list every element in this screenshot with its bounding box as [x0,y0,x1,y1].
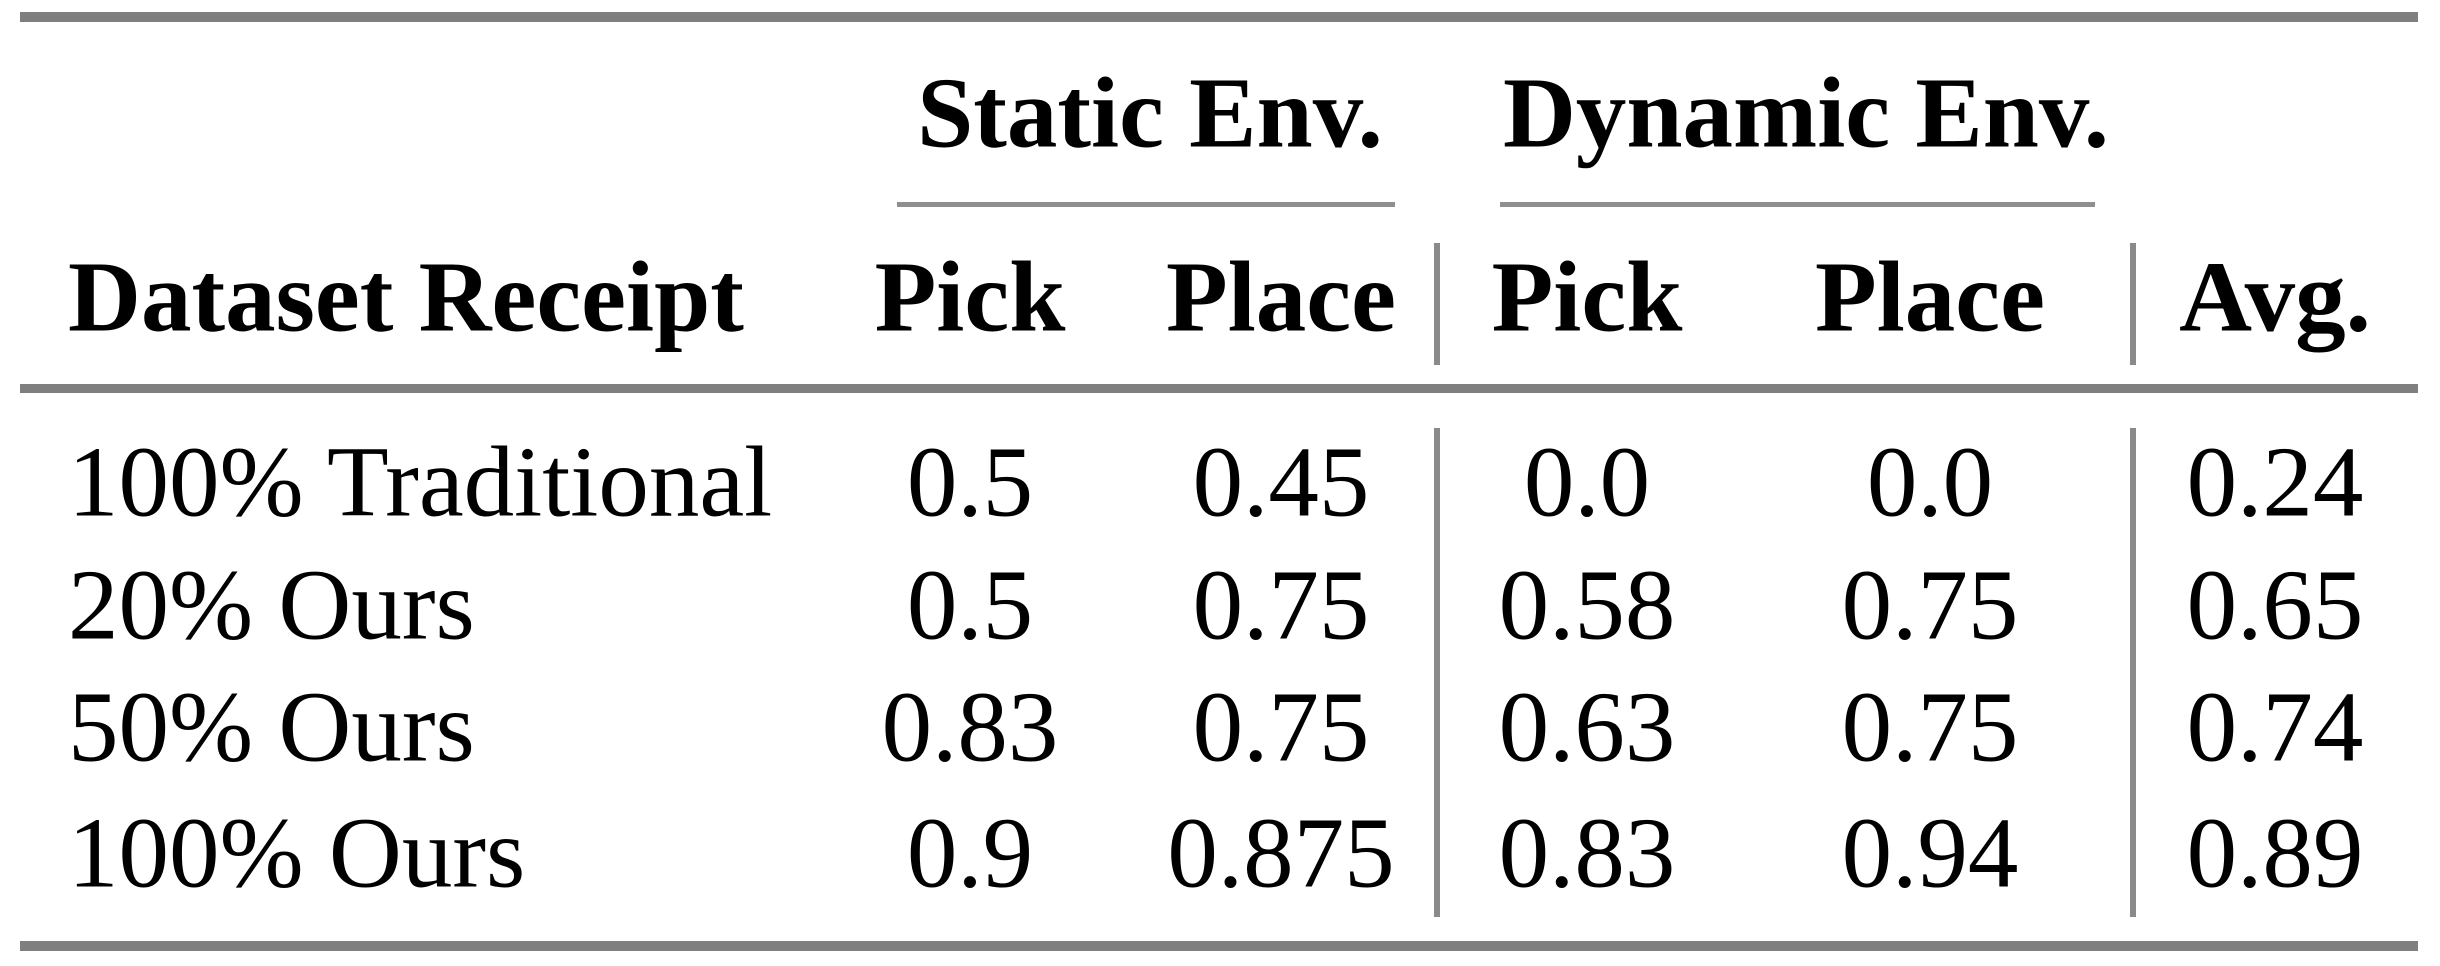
col-header-static-pick: Pick [874,240,1066,353]
cell-avg: 0.65 [2186,548,2364,661]
vertical-rule-1-header [1434,243,1440,365]
cell-dynamic-pick: 0.0 [1523,425,1651,538]
group-header-static-env: Static Env. [917,56,1383,169]
table-bottom-rule [20,941,2418,951]
col-header-dynamic-place: Place [1815,240,2045,353]
cell-dynamic-place: 0.75 [1841,548,2019,661]
cell-static-place: 0.875 [1167,796,1395,909]
row-label: 100% Traditional [68,425,773,538]
cell-static-pick: 0.9 [906,796,1034,909]
cell-static-place: 0.75 [1192,670,1370,783]
cmidrule-dynamic-env [1500,202,2095,207]
cell-static-pick: 0.83 [881,670,1059,783]
col-header-dataset-receipt: Dataset Receipt [68,240,744,353]
col-header-avg: Avg. [2179,240,2371,353]
cell-dynamic-place: 0.75 [1841,670,2019,783]
cell-static-place: 0.45 [1192,425,1370,538]
vertical-rule-2-header [2130,243,2136,365]
table-mid-rule [20,384,2418,393]
row-label: 20% Ours [68,548,475,661]
vertical-rule-2-body [2130,428,2136,917]
row-label: 100% Ours [68,796,526,909]
cell-static-place: 0.75 [1192,548,1370,661]
cell-avg: 0.89 [2186,796,2364,909]
row-label: 50% Ours [68,670,475,783]
col-header-static-place: Place [1166,240,1396,353]
cell-dynamic-pick: 0.58 [1498,548,1676,661]
table-top-rule [20,12,2418,22]
col-header-dynamic-pick: Pick [1491,240,1683,353]
cell-avg: 0.24 [2186,425,2364,538]
cell-dynamic-place: 0.94 [1841,796,2019,909]
cell-static-pick: 0.5 [906,548,1034,661]
cell-dynamic-place: 0.0 [1866,425,1994,538]
cmidrule-static-env [897,202,1395,207]
vertical-rule-1-body [1434,428,1440,917]
cell-static-pick: 0.5 [906,425,1034,538]
cell-dynamic-pick: 0.63 [1498,670,1676,783]
cell-avg: 0.74 [2186,670,2364,783]
cell-dynamic-pick: 0.83 [1498,796,1676,909]
group-header-dynamic-env: Dynamic Env. [1502,56,2110,169]
